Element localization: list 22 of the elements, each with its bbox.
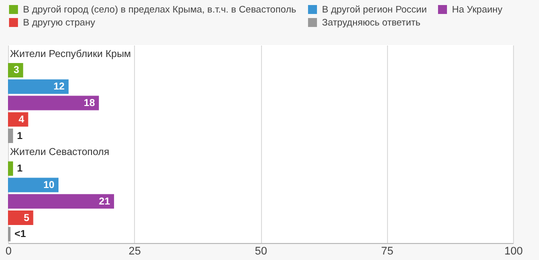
data-label: 18 [84, 98, 96, 110]
y-tick-label: Жители Республики Крым [10, 48, 132, 60]
data-label: 1 [17, 164, 24, 175]
data-label: 21 [98, 196, 110, 208]
legend-label: В другой регион России [322, 4, 427, 16]
data-label: 1 [17, 130, 24, 142]
x-tick-label: 25 [128, 246, 141, 258]
data-label: 5 [24, 212, 30, 224]
y-tick-label: Жители Севастополя [10, 147, 110, 158]
legend-label: В другой город (село) в пределах Крыма, в.т.ч. в Севастополь [23, 4, 296, 16]
data-label: 4 [18, 114, 25, 126]
data-label: 12 [53, 82, 66, 93]
x-tick-label: 75 [381, 246, 394, 258]
data-label: 3 [14, 65, 20, 76]
x-tick-label: 50 [254, 246, 268, 258]
data-label: 10 [43, 180, 55, 191]
data-label: <1 [14, 229, 26, 240]
legend-label: В другую страну [23, 18, 96, 28]
legend-label: Затрудняюсь ответить [322, 18, 421, 28]
x-tick-label: 0 [5, 246, 12, 258]
x-tick-label: 100 [504, 246, 523, 258]
legend-label: На Украину [452, 4, 503, 16]
